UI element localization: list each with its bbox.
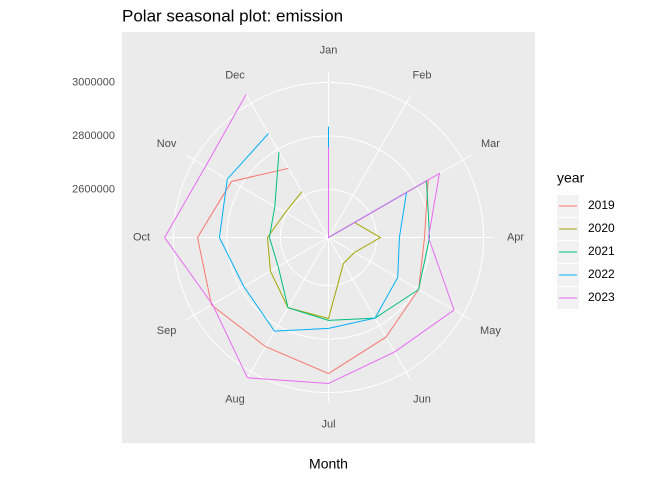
grid-spoke	[328, 237, 412, 381]
grid-spoke	[185, 154, 329, 238]
legend-label: 2020	[588, 221, 615, 235]
legend-label: 2023	[588, 290, 615, 304]
x-tick-label: Oct	[133, 231, 150, 243]
x-tick-label: Jul	[321, 418, 335, 430]
x-tick-label: Jan	[320, 44, 338, 56]
x-tick-label: Dec	[225, 69, 245, 81]
legend-label: 2021	[588, 244, 615, 258]
x-tick-label: Feb	[413, 69, 432, 81]
grid-spoke	[328, 94, 412, 238]
y-tick-label: 2600000	[72, 183, 115, 195]
legend-label: 2019	[588, 198, 615, 212]
x-tick-label: May	[480, 325, 501, 337]
y-tick-label: 2800000	[72, 130, 115, 142]
x-tick-label: Nov	[157, 138, 177, 150]
grid-spoke	[185, 237, 329, 321]
x-tick-label: Aug	[225, 393, 245, 405]
x-tick-label: Sep	[157, 325, 177, 337]
legend-label: 2022	[588, 267, 615, 281]
x-axis-label: Month	[309, 456, 348, 472]
y-tick-label: 3000000	[72, 76, 115, 88]
x-tick-label: Mar	[481, 138, 500, 150]
legend-title: year	[557, 170, 585, 186]
grid-spoke	[245, 237, 329, 381]
grid-spoke	[328, 237, 472, 321]
grid-spoke	[245, 94, 329, 238]
x-tick-label: Apr	[507, 231, 524, 243]
x-tick-label: Jun	[413, 393, 431, 405]
series-line	[164, 94, 455, 385]
chart-title: Polar seasonal plot: emission	[122, 6, 343, 25]
